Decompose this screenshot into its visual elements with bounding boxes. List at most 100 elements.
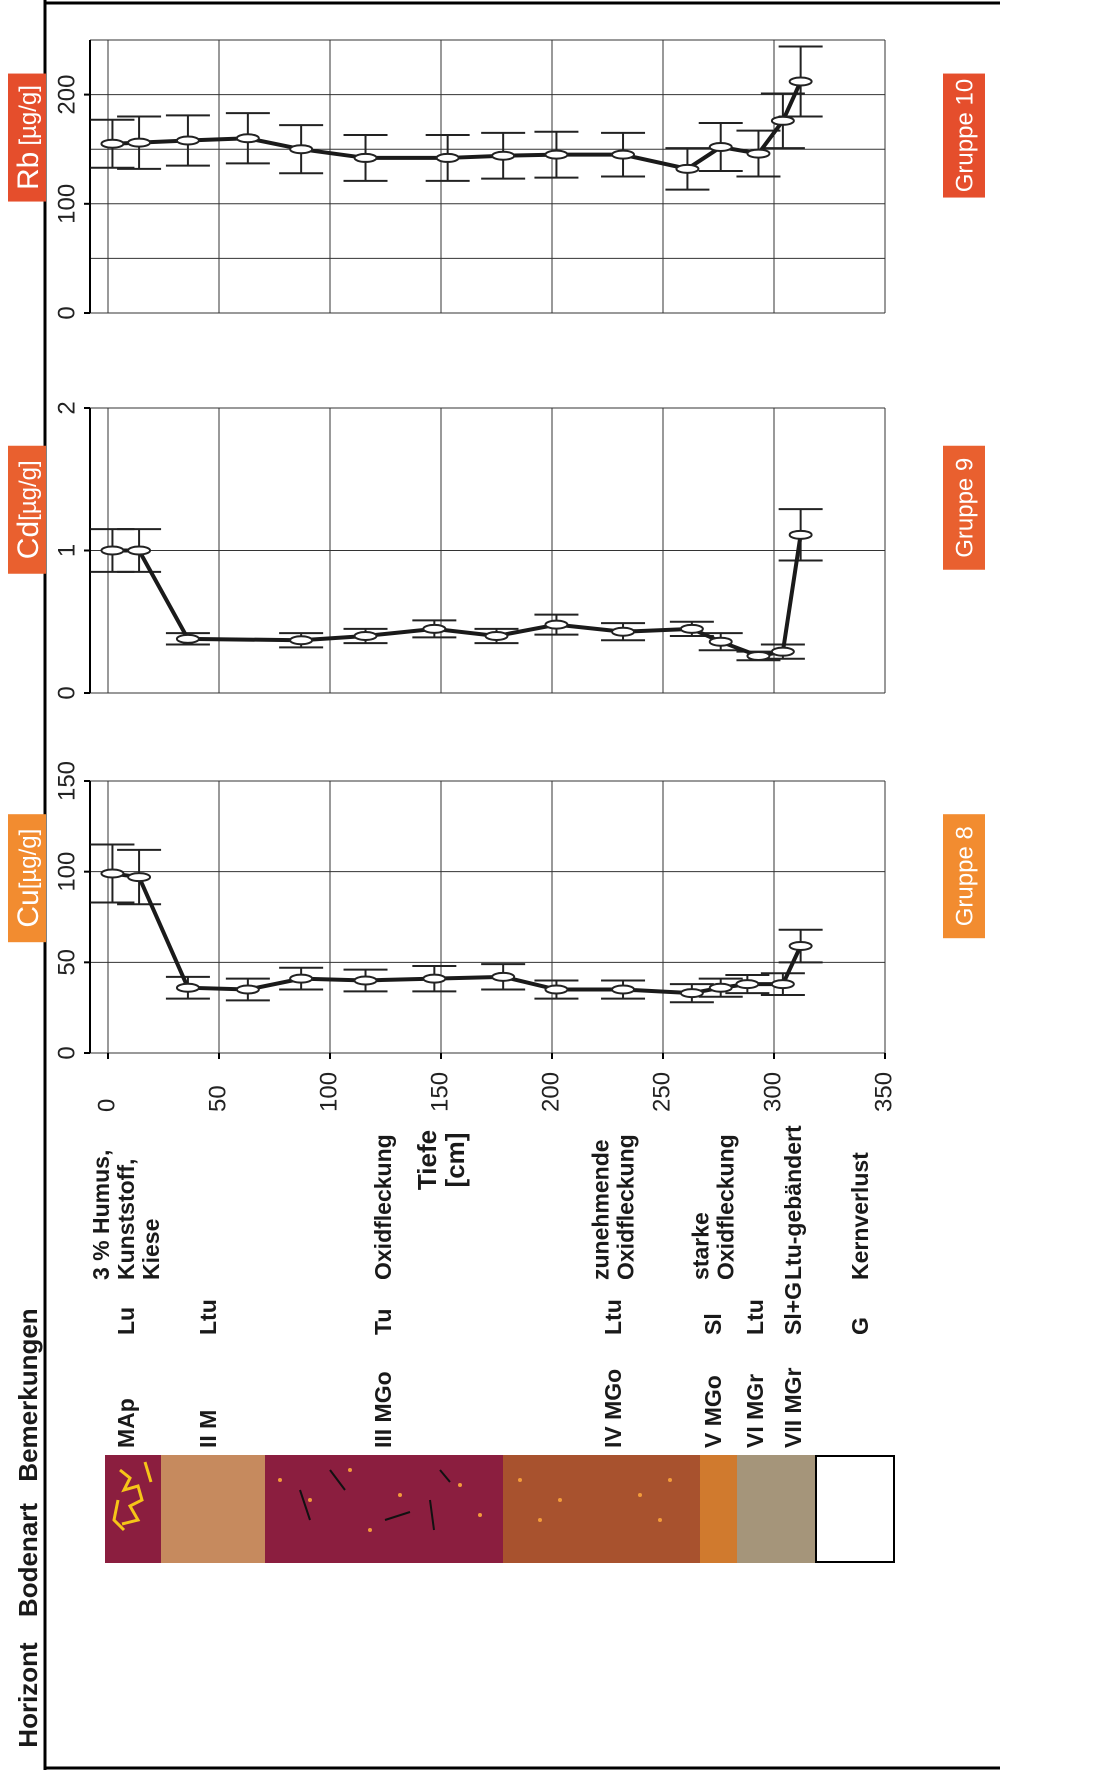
horizon: IV MGo [600, 1369, 626, 1448]
soil-type: G [847, 1317, 873, 1335]
soil-profile [105, 1455, 895, 1563]
data-point [422, 623, 447, 634]
data-point [770, 646, 795, 657]
data-point [491, 971, 516, 982]
y-tick-label: 150 [53, 761, 80, 801]
data-point [544, 984, 569, 995]
data-point [679, 623, 704, 634]
data-line [112, 871, 803, 996]
horizon: V MGo [700, 1375, 726, 1448]
x-axis-label-line: Tiefe [412, 1130, 442, 1190]
x-tick-label: 300 [759, 1072, 786, 1112]
y-tick-label: 0 [53, 686, 80, 699]
remark: starke [688, 1212, 714, 1280]
y-tick-label: 100 [53, 852, 80, 892]
soil-type: Lu [113, 1307, 139, 1335]
data-point [484, 631, 509, 641]
data-point [770, 115, 795, 126]
data-point [544, 149, 569, 160]
data-point [708, 636, 733, 647]
data-point [127, 137, 152, 148]
horizon: II M [195, 1410, 221, 1448]
element-unit: [µg/g] [15, 829, 42, 890]
remark: Oxidfleckung [370, 1134, 396, 1280]
data-point [746, 650, 771, 661]
remark: 3 % Humus, [88, 1150, 114, 1280]
data-point [353, 152, 378, 163]
remark: Kiese [138, 1219, 164, 1280]
x-tick-label: 50 [204, 1085, 231, 1112]
horizon: MAp [113, 1398, 139, 1448]
horizon: III MGo [370, 1371, 396, 1448]
element-label-box [8, 445, 46, 574]
x-tick-label: 150 [426, 1072, 453, 1112]
x-tick-label: 0 [93, 1099, 120, 1112]
data-point [289, 144, 314, 155]
layer [161, 1455, 265, 1563]
soil-type: Ltu [195, 1299, 221, 1335]
x-tick-label: 250 [648, 1072, 675, 1112]
x-axis-label-line: [cm] [440, 1133, 470, 1188]
horizon: VII MGr [780, 1367, 806, 1448]
element-label: Rb [µg/g] [12, 85, 45, 190]
x-axis-label: Tiefe[cm] [412, 1130, 470, 1190]
x-tick-label: 350 [870, 1072, 897, 1112]
element-label: Cu[µg/g] [12, 829, 45, 928]
y-tick-label: 2 [53, 401, 80, 414]
column-header: Bemerkungen [13, 1308, 43, 1481]
data-point [788, 76, 813, 87]
soil-type: Tu [370, 1309, 396, 1335]
data-line [112, 534, 803, 659]
data-point [675, 163, 700, 174]
remark: zunehmende [588, 1139, 614, 1280]
x-tick-label: 100 [315, 1072, 342, 1112]
group-label-box [943, 445, 985, 570]
element-label-box [8, 814, 46, 943]
column-header: Horizont [13, 1642, 43, 1748]
layer [503, 1455, 700, 1563]
layer [815, 1455, 895, 1563]
data-point [611, 984, 636, 995]
data-point [289, 635, 314, 646]
mottles [278, 1468, 672, 1532]
data-point [788, 941, 813, 952]
remark: Oxidfleckung [613, 1134, 639, 1280]
horizon: VI MGr [742, 1374, 768, 1448]
group-label: Gruppe 8 [951, 826, 978, 926]
y-tick-label: 200 [53, 75, 80, 115]
group-label: Gruppe 10 [951, 79, 978, 192]
data-point [175, 135, 200, 146]
layer [700, 1455, 737, 1563]
data-point [289, 973, 314, 984]
data-point [353, 975, 378, 986]
y-tick-label: 0 [53, 1046, 80, 1059]
element-label-box [8, 73, 46, 202]
data-point [735, 979, 760, 990]
layer [737, 1455, 815, 1563]
soil-type: Sl+G [780, 1282, 806, 1335]
data-point [235, 984, 260, 995]
soil-type: Ltu [742, 1299, 768, 1335]
data-point [353, 631, 378, 641]
data-point [100, 138, 125, 149]
element-name: Rb [12, 152, 45, 190]
data-point [100, 545, 125, 556]
remark: Kernverlust [847, 1152, 873, 1280]
streaks [299, 1469, 451, 1531]
data-point [770, 979, 795, 990]
y-tick-label: 50 [53, 949, 80, 976]
group-label-box [943, 814, 985, 939]
data-point [175, 633, 200, 644]
remark: Kunststoff, [113, 1159, 139, 1280]
data-point [435, 152, 460, 163]
group-label: Gruppe 9 [951, 458, 978, 558]
data-point [127, 545, 152, 556]
element-unit: [µg/g] [15, 460, 42, 521]
element-unit: [µg/g] [15, 85, 42, 146]
data-point [491, 150, 516, 161]
remark: Ltu-gebändert [780, 1125, 806, 1280]
data-point [788, 529, 813, 540]
roots [112, 1461, 153, 1532]
group-label-box [943, 73, 985, 198]
